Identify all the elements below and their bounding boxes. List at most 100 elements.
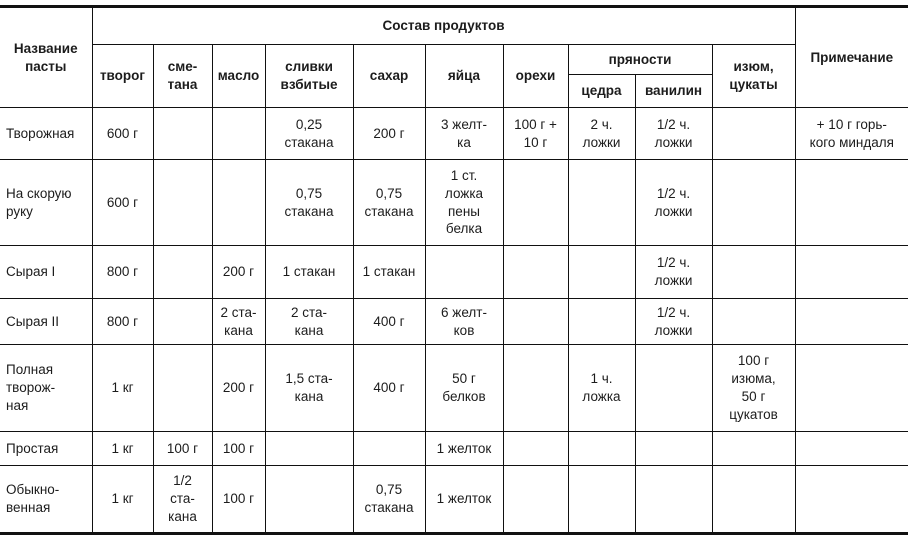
cell-raisins — [711, 298, 796, 345]
cell-butter: 200 г — [211, 344, 266, 432]
cell-sour-cream — [152, 298, 213, 345]
cell-raisins — [711, 465, 796, 534]
cell-curd: 800 г — [91, 298, 154, 345]
table-row-syraya-2: Сырая II 800 г 2 ста- кана 2 ста- кана 4… — [0, 298, 908, 345]
cell-zest: 1 ч. ложка — [567, 344, 636, 432]
cell-curd: 1 кг — [91, 431, 154, 466]
cell-nuts — [502, 298, 569, 345]
cell-zest — [567, 245, 636, 299]
column-header-note: Примечание — [794, 6, 908, 108]
cell-sour-cream — [152, 245, 213, 299]
cell-whipped-cream: 0,75 стакана — [264, 159, 354, 246]
cell-eggs: 6 желт- ков — [424, 298, 504, 345]
column-group-composition: Состав продуктов — [91, 6, 796, 45]
cell-note: + 10 г горь- кого миндаля — [794, 107, 908, 160]
cell-nuts — [502, 344, 569, 432]
cell-butter: 200 г — [211, 245, 266, 299]
table-row-syraya-1: Сырая I 800 г 200 г 1 стакан 1 стакан 1/… — [0, 245, 908, 299]
cell-raisins — [711, 107, 796, 160]
cell-sour-cream: 1/2 ста- кана — [152, 465, 213, 534]
cell-vanillin: 1/2 ч. ложки — [634, 245, 713, 299]
cell-eggs: 1 желток — [424, 431, 504, 466]
cell-note — [794, 431, 908, 466]
cell-vanillin: 1/2 ч. ложки — [634, 159, 713, 246]
cell-whipped-cream: 2 ста- кана — [264, 298, 354, 345]
cell-zest — [567, 298, 636, 345]
cell-curd: 800 г — [91, 245, 154, 299]
table-row-prostaya: Простая 1 кг 100 г 100 г 1 желток — [0, 431, 908, 466]
cell-vanillin — [634, 465, 713, 534]
cell-curd: 1 кг — [91, 465, 154, 534]
table-row-tvorozhnaya: Творожная 600 г 0,25 стакана 200 г 3 жел… — [0, 107, 908, 160]
cell-raisins — [711, 431, 796, 466]
row-name: Простая — [0, 431, 93, 466]
cell-note — [794, 344, 908, 432]
cell-whipped-cream — [264, 431, 354, 466]
cell-nuts — [502, 245, 569, 299]
cell-butter — [211, 107, 266, 160]
column-header-vanillin: ванилин — [634, 74, 713, 108]
cell-eggs: 50 г белков — [424, 344, 504, 432]
cell-eggs: 1 желток — [424, 465, 504, 534]
cell-nuts — [502, 431, 569, 466]
row-name: Сырая I — [0, 245, 93, 299]
column-header-sugar: сахар — [352, 44, 426, 108]
cell-vanillin — [634, 344, 713, 432]
cell-curd: 600 г — [91, 159, 154, 246]
paste-recipes-table: Название пасты Состав продуктов Примечан… — [0, 5, 908, 535]
cell-eggs — [424, 245, 504, 299]
cell-raisins: 100 г изюма, 50 г цукатов — [711, 344, 796, 432]
cell-vanillin: 1/2 ч. ложки — [634, 298, 713, 345]
cell-curd: 600 г — [91, 107, 154, 160]
cell-vanillin: 1/2 ч. ложки — [634, 107, 713, 160]
cell-zest — [567, 431, 636, 466]
cell-note — [794, 465, 908, 534]
cell-sugar: 0,75 стакана — [352, 159, 426, 246]
cell-butter — [211, 159, 266, 246]
cell-sour-cream — [152, 159, 213, 246]
cell-whipped-cream: 0,25 стакана — [264, 107, 354, 160]
cell-zest — [567, 465, 636, 534]
table-row-na-skoruyu-ruku: На скорую руку 600 г 0,75 стакана 0,75 с… — [0, 159, 908, 246]
cell-zest: 2 ч. ложки — [567, 107, 636, 160]
cell-whipped-cream — [264, 465, 354, 534]
table-row-polnaya-tvorozhnaya: Полная творож- ная 1 кг 200 г 1,5 ста- к… — [0, 344, 908, 432]
column-header-raisins: изюм, цукаты — [711, 44, 796, 108]
column-header-nuts: орехи — [502, 44, 569, 108]
cell-sour-cream — [152, 107, 213, 160]
row-name: Полная творож- ная — [0, 344, 93, 432]
column-header-butter: масло — [211, 44, 266, 108]
column-header-whipped-cream: сливки взбитые — [264, 44, 354, 108]
cell-nuts — [502, 465, 569, 534]
cell-eggs: 3 желт- ка — [424, 107, 504, 160]
cell-sugar: 200 г — [352, 107, 426, 160]
header-row-products: творог сме- тана масло сливки взбитые са… — [0, 44, 908, 108]
cell-zest — [567, 159, 636, 246]
cell-curd: 1 кг — [91, 344, 154, 432]
column-group-spices: пряности — [567, 44, 713, 75]
cell-note — [794, 298, 908, 345]
cell-whipped-cream: 1 стакан — [264, 245, 354, 299]
cell-butter: 100 г — [211, 465, 266, 534]
cell-butter: 100 г — [211, 431, 266, 466]
row-name: Творожная — [0, 107, 93, 160]
column-header-sour-cream: сме- тана — [152, 44, 213, 108]
cell-nuts — [502, 159, 569, 246]
cell-eggs: 1 ст. ложка пены белка — [424, 159, 504, 246]
cell-sugar — [352, 431, 426, 466]
cell-note — [794, 159, 908, 246]
cell-vanillin — [634, 431, 713, 466]
cell-sugar: 0,75 стакана — [352, 465, 426, 534]
column-header-paste-name: Название пасты — [0, 6, 93, 108]
cell-sugar: 1 стакан — [352, 245, 426, 299]
row-name: Сырая II — [0, 298, 93, 345]
cell-raisins — [711, 245, 796, 299]
cell-sour-cream — [152, 344, 213, 432]
column-header-eggs: яйца — [424, 44, 504, 108]
row-name: На скорую руку — [0, 159, 93, 246]
row-name: Обыкно- венная — [0, 465, 93, 534]
column-header-zest: цедра — [567, 74, 636, 108]
cell-raisins — [711, 159, 796, 246]
cell-nuts: 100 г + 10 г — [502, 107, 569, 160]
column-header-curd: творог — [91, 44, 154, 108]
